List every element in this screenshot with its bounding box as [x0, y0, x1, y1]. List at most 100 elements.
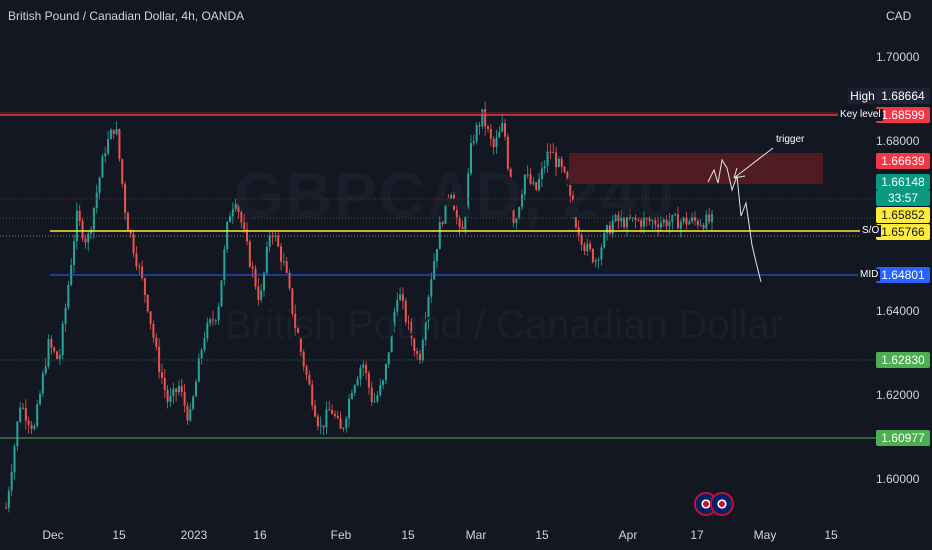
candle-body	[384, 363, 387, 381]
candle-body	[254, 268, 257, 287]
candle-body	[387, 352, 390, 364]
candle-body	[416, 351, 419, 354]
candle-body	[194, 381, 197, 397]
candle-body	[634, 217, 637, 221]
candle-body	[169, 396, 172, 402]
candle-body	[424, 320, 427, 341]
candle-body	[308, 374, 311, 385]
candle-body	[628, 214, 631, 219]
resistance-zone[interactable]	[569, 153, 823, 184]
candle-body	[504, 123, 507, 137]
candle-body	[333, 413, 336, 416]
candle-body	[438, 222, 441, 250]
candle-body	[552, 152, 555, 154]
candle-body	[118, 129, 121, 160]
x-tick-apr: Apr	[618, 528, 638, 542]
candle-body	[464, 210, 467, 230]
candle-body	[214, 320, 217, 322]
candle-body	[572, 195, 575, 213]
uk-flag-icon-2[interactable]	[710, 492, 734, 516]
candle-body	[606, 225, 609, 233]
candle-body	[124, 184, 127, 213]
candle-body	[487, 126, 490, 129]
candles-group	[5, 101, 713, 513]
candle-body	[263, 272, 266, 291]
candle-body	[654, 220, 657, 225]
candle-body	[155, 337, 158, 347]
candle-body	[532, 182, 535, 184]
candle-body	[166, 389, 169, 402]
candle-body	[186, 405, 189, 421]
candle-body	[319, 425, 322, 427]
y-tick-1.60: 1.60000	[876, 472, 920, 486]
candle-body	[345, 418, 348, 429]
candle-body	[523, 174, 526, 195]
candle-body	[138, 266, 141, 268]
trigger-label: trigger	[776, 134, 805, 145]
candle-body	[175, 388, 178, 393]
candle-body	[481, 109, 484, 127]
candle-body	[39, 393, 42, 405]
candle-body	[441, 222, 444, 224]
candle-body	[580, 234, 583, 245]
candle-body	[390, 326, 393, 353]
candle-body	[268, 235, 271, 247]
candle-body	[393, 311, 396, 327]
key-level-price-tag: 1.68599	[876, 107, 930, 123]
candle-body	[608, 225, 611, 234]
y-tick-1.62: 1.62000	[876, 388, 920, 402]
candle-body	[260, 290, 263, 300]
candle-body	[455, 210, 458, 218]
x-tick-dec: Dec	[42, 528, 64, 542]
candle-body	[702, 224, 705, 229]
candle-body	[450, 195, 453, 201]
trigger-arrow[interactable]	[733, 147, 774, 179]
currency-label: CAD	[886, 9, 912, 23]
candle-body	[305, 366, 308, 375]
key-level-label: Key level	[838, 109, 883, 121]
candle-body	[444, 199, 447, 224]
candle-body	[228, 216, 231, 223]
candle-body	[206, 323, 209, 339]
candle-body	[640, 220, 643, 227]
candle-body	[314, 405, 317, 417]
candle-body	[685, 217, 688, 225]
x-tick-17-apr: 17	[690, 528, 704, 542]
candle-body	[574, 212, 577, 228]
candle-body	[322, 425, 325, 428]
candle-body	[87, 233, 90, 243]
projection-path[interactable]	[707, 158, 762, 283]
candle-body	[64, 307, 67, 324]
candle-body	[404, 300, 407, 322]
candle-body	[331, 409, 334, 414]
candle-body	[240, 211, 243, 223]
candle-body	[109, 129, 112, 140]
candle-body	[141, 266, 144, 279]
candle-body	[546, 151, 549, 167]
x-tick-2023: 2023	[180, 528, 208, 542]
candle-body	[311, 384, 314, 406]
candle-body	[407, 321, 410, 323]
candle-body	[27, 420, 30, 425]
candle-body	[101, 156, 104, 178]
candle-body	[569, 184, 572, 196]
candle-body	[484, 109, 487, 127]
so-price-tag: 1.65766	[876, 224, 930, 240]
candle-body	[623, 217, 626, 228]
candle-body	[13, 446, 16, 473]
candle-body	[177, 385, 180, 393]
candle-body	[271, 235, 274, 237]
candle-body	[288, 272, 291, 289]
candle-body	[688, 221, 691, 225]
candle-body	[563, 166, 566, 172]
candle-body	[163, 377, 166, 390]
y-tick-1.68: 1.68000	[876, 134, 920, 148]
candle-body	[274, 235, 277, 237]
last-price-tag: 1.66148	[876, 174, 930, 190]
candle-body	[631, 217, 634, 219]
x-tick-may: May	[753, 528, 777, 542]
candle-body	[637, 220, 640, 222]
candle-body	[7, 490, 10, 508]
candle-body	[53, 347, 56, 352]
